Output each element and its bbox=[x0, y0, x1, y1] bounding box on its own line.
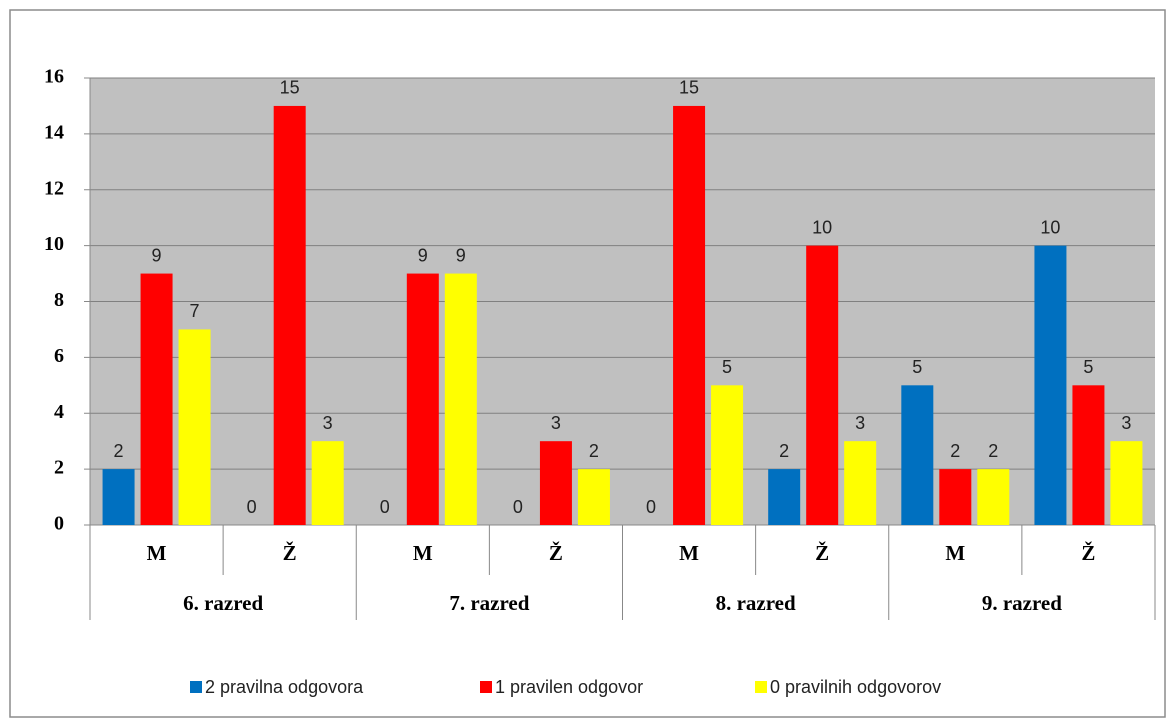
value-label: 7 bbox=[190, 301, 200, 321]
bar bbox=[577, 469, 610, 525]
bar bbox=[539, 441, 572, 525]
x-tick-label: M bbox=[945, 541, 965, 565]
bar bbox=[711, 385, 744, 525]
bar bbox=[673, 105, 706, 525]
bar bbox=[768, 469, 801, 525]
value-label: 0 bbox=[247, 497, 257, 517]
bar bbox=[1072, 385, 1105, 525]
bar bbox=[901, 385, 934, 525]
x-tick-label: Ž bbox=[283, 541, 297, 565]
x-tick-label: Ž bbox=[1081, 541, 1095, 565]
value-label: 0 bbox=[380, 497, 390, 517]
group-label: 9. razred bbox=[982, 591, 1062, 615]
value-label: 0 bbox=[646, 497, 656, 517]
value-label: 9 bbox=[456, 245, 466, 265]
legend-swatch bbox=[190, 681, 202, 693]
y-tick-label: 8 bbox=[54, 289, 64, 311]
value-label: 5 bbox=[912, 357, 922, 377]
bar bbox=[273, 105, 306, 525]
group-label: 7. razred bbox=[449, 591, 529, 615]
x-tick-label: M bbox=[679, 541, 699, 565]
x-tick-label: Ž bbox=[549, 541, 563, 565]
value-label: 2 bbox=[114, 441, 124, 461]
legend-swatch bbox=[480, 681, 492, 693]
value-label: 2 bbox=[779, 441, 789, 461]
y-tick-label: 16 bbox=[44, 66, 64, 88]
bar bbox=[140, 273, 173, 525]
bar bbox=[406, 273, 439, 525]
group-label: 8. razred bbox=[716, 591, 796, 615]
legend-label: 0 pravilnih odgovorov bbox=[770, 677, 941, 697]
value-label: 3 bbox=[855, 413, 865, 433]
value-label: 3 bbox=[551, 413, 561, 433]
bar bbox=[178, 329, 211, 525]
bar bbox=[844, 441, 877, 525]
value-label: 2 bbox=[589, 441, 599, 461]
value-label: 2 bbox=[950, 441, 960, 461]
y-tick-label: 12 bbox=[44, 177, 64, 199]
y-tick-label: 14 bbox=[44, 121, 64, 143]
value-label: 9 bbox=[152, 245, 162, 265]
group-label: 6. razred bbox=[183, 591, 263, 615]
bar bbox=[806, 245, 839, 525]
legend-label: 2 pravilna odgovora bbox=[205, 677, 364, 697]
legend-label: 1 pravilen odgovor bbox=[495, 677, 643, 697]
bar bbox=[1034, 245, 1067, 525]
value-label: 15 bbox=[679, 78, 699, 98]
y-tick-label: 0 bbox=[54, 513, 64, 535]
bar bbox=[939, 469, 972, 525]
x-tick-label: M bbox=[147, 541, 167, 565]
value-label: 9 bbox=[418, 245, 428, 265]
value-label: 10 bbox=[812, 217, 832, 237]
x-tick-label: M bbox=[413, 541, 433, 565]
value-label: 3 bbox=[1121, 413, 1131, 433]
bar bbox=[977, 469, 1010, 525]
y-tick-label: 2 bbox=[54, 457, 64, 479]
value-label: 3 bbox=[323, 413, 333, 433]
y-tick-label: 4 bbox=[54, 401, 64, 423]
value-label: 5 bbox=[1083, 357, 1093, 377]
y-tick-label: 10 bbox=[44, 233, 64, 255]
legend-swatch bbox=[755, 681, 767, 693]
value-label: 10 bbox=[1040, 217, 1060, 237]
bar bbox=[444, 273, 477, 525]
bar bbox=[1110, 441, 1143, 525]
value-label: 15 bbox=[280, 78, 300, 98]
value-label: 2 bbox=[988, 441, 998, 461]
value-label: 5 bbox=[722, 357, 732, 377]
bar bbox=[311, 441, 344, 525]
bar bbox=[102, 469, 135, 525]
value-label: 0 bbox=[513, 497, 523, 517]
y-tick-label: 6 bbox=[54, 345, 64, 367]
x-tick-label: Ž bbox=[815, 541, 829, 565]
